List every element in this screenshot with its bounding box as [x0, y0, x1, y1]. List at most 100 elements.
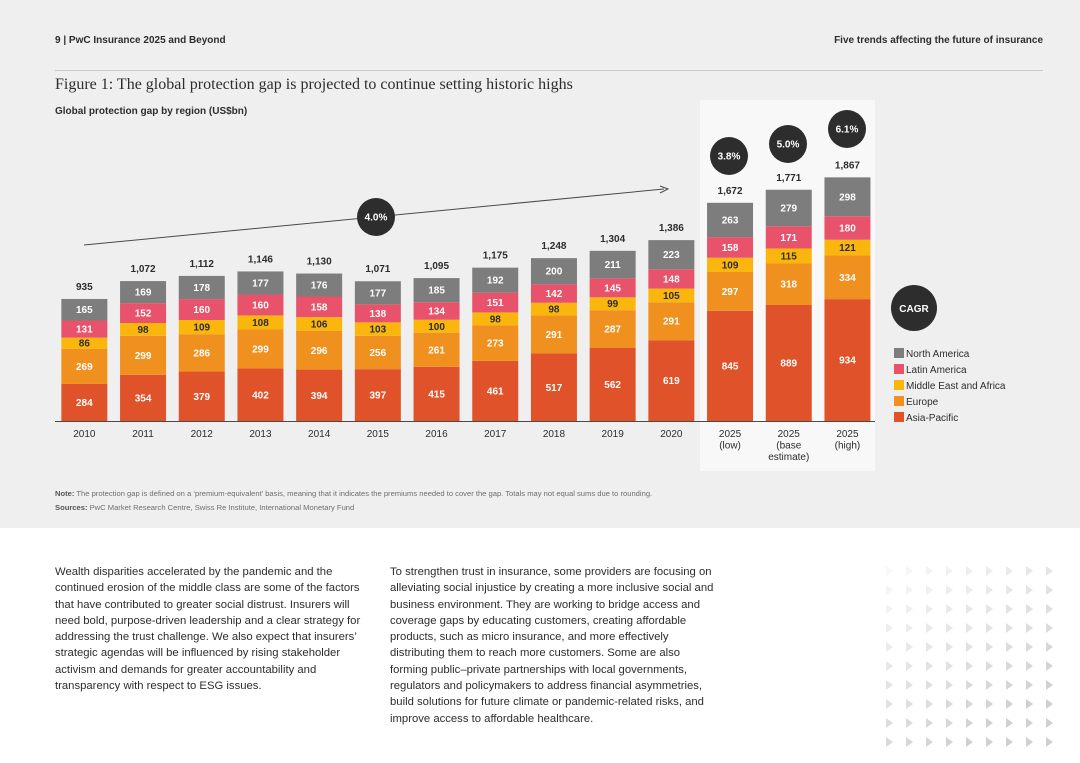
decorative-triangle-icon [906, 642, 913, 652]
data-label: 284 [76, 398, 93, 409]
total-label: 1,072 [131, 264, 156, 275]
bar-segment [648, 240, 695, 270]
decorative-triangle-icon [966, 737, 973, 747]
x-tick-label: 2025 [778, 429, 801, 440]
x-tick-label: (low) [719, 441, 741, 452]
bar-segment [648, 269, 695, 289]
data-label: 185 [428, 286, 445, 297]
decorative-triangle-icon [986, 642, 993, 652]
decorative-triangle-icon [1026, 661, 1033, 671]
data-label: 134 [428, 306, 445, 317]
cagr-key-badge [891, 285, 937, 331]
bar-segment [765, 304, 812, 421]
decorative-triangle-icon [926, 699, 933, 709]
note-text: The protection gap is defined on a ‘prem… [74, 489, 653, 498]
decorative-triangle-icon [986, 680, 993, 690]
data-label: 256 [370, 348, 387, 359]
decorative-triangle-icon [946, 623, 953, 633]
bar-segment [120, 303, 167, 323]
total-label: 1,248 [541, 241, 566, 252]
decorative-triangle-icon [1026, 680, 1033, 690]
data-label: 299 [252, 345, 269, 356]
bar-segment [589, 297, 636, 311]
decorative-triangle-icon [1026, 718, 1033, 728]
decorative-triangle-icon [946, 680, 953, 690]
data-label: 98 [137, 325, 149, 336]
bar-segment [178, 275, 225, 300]
x-tick-label: (high) [835, 441, 861, 452]
decorative-triangle-icon [946, 604, 953, 614]
decorative-triangle-icon [926, 566, 933, 576]
decorative-triangle-icon [886, 623, 893, 633]
cagr-badge-label: 6.1% [836, 125, 859, 136]
cagr-badge-label: 5.0% [777, 140, 800, 151]
legend-label: North America [906, 349, 970, 360]
decorative-triangle-icon [966, 699, 973, 709]
x-tick-label: 2010 [73, 429, 96, 440]
decorative-triangle-icon [966, 680, 973, 690]
data-label: 211 [605, 260, 622, 271]
x-tick-label: 2012 [191, 429, 214, 440]
bar-segment [707, 202, 754, 238]
decorative-triangle-icon [1006, 737, 1013, 747]
sources-label: Sources: [55, 503, 88, 512]
bar-segment [237, 294, 284, 316]
decorative-triangle-icon [1026, 566, 1033, 576]
total-label: 1,071 [365, 264, 390, 275]
bar-segment [178, 334, 225, 372]
data-label: 619 [663, 376, 680, 387]
bar-segment [354, 369, 401, 421]
decorative-triangle-icon [946, 737, 953, 747]
data-label: 286 [193, 348, 210, 359]
x-tick-label: 2018 [543, 429, 566, 440]
bar-segment [530, 284, 577, 303]
bar-segment [472, 267, 519, 293]
data-label: 287 [604, 324, 621, 335]
data-label: 138 [370, 309, 387, 320]
data-label: 169 [135, 288, 152, 299]
sources-text: PwC Market Research Centre, Swiss Re Ins… [87, 503, 355, 512]
decorative-triangle-icon [966, 566, 973, 576]
cagr-badge [357, 198, 395, 236]
bar-segment [707, 310, 754, 421]
data-label: 845 [722, 361, 739, 372]
data-label: 100 [428, 322, 445, 333]
decorative-triangle-icon [1026, 585, 1033, 595]
data-label: 158 [311, 302, 328, 313]
bar-segment [413, 302, 460, 320]
x-tick-label: 2016 [425, 429, 448, 440]
bar-segment [413, 278, 460, 303]
decorative-triangle-icon [986, 737, 993, 747]
decorative-triangle-icon [886, 566, 893, 576]
decorative-triangle-icon [986, 585, 993, 595]
bar-segment [61, 383, 108, 421]
total-label: 1,130 [307, 257, 332, 268]
data-label: 131 [76, 325, 93, 336]
decorative-triangle-icon [966, 585, 973, 595]
bar-segment [589, 310, 636, 348]
decorative-triangle-icon [926, 623, 933, 633]
decorative-triangle-icon [1046, 661, 1053, 671]
figure-title: Figure 1: The global protection gap is p… [55, 76, 573, 93]
bar-segment [237, 329, 284, 369]
total-label: 1,867 [835, 160, 860, 171]
total-label: 1,095 [424, 261, 449, 272]
cagr-key-label: CAGR [899, 304, 929, 315]
data-label: 109 [722, 260, 739, 271]
data-label: 192 [487, 276, 504, 287]
data-label: 934 [839, 356, 856, 367]
legend-label: Europe [906, 397, 939, 408]
x-tick-label: 2014 [308, 429, 331, 440]
bar-segment [589, 250, 636, 279]
data-label: 517 [546, 383, 563, 394]
chart-sources: Sources: PwC Market Research Centre, Swi… [55, 503, 354, 512]
decorative-triangle-icon [886, 680, 893, 690]
bar-segment [61, 348, 108, 384]
decorative-triangle-icon [986, 604, 993, 614]
decorative-triangle-icon [1006, 699, 1013, 709]
decorative-triangle-icon [1006, 642, 1013, 652]
data-label: 299 [135, 351, 152, 362]
legend-swatch [894, 348, 904, 358]
decorative-triangle-icon [886, 737, 893, 747]
decorative-triangle-icon [986, 566, 993, 576]
